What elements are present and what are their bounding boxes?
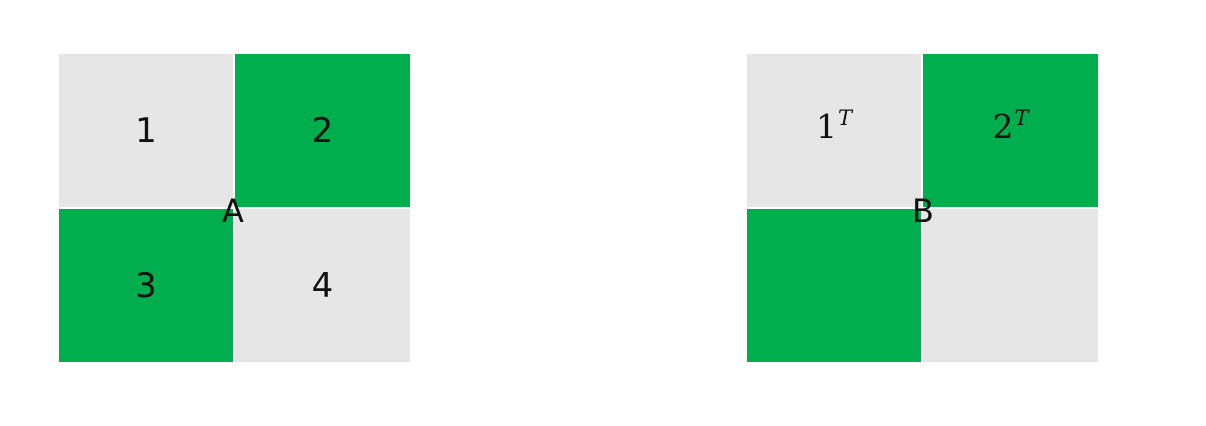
- matrix-b-block-3: [747, 209, 921, 362]
- matrix-a: 1 2 3 4: [59, 54, 410, 362]
- matrix-b-label: B: [912, 192, 934, 230]
- matrix-b-block-2: 2T: [923, 54, 1098, 207]
- transpose-superscript: T: [837, 106, 852, 130]
- matrix-a-label: A: [222, 192, 244, 230]
- matrix-b-block-2-base: 2: [992, 107, 1014, 146]
- matrix-a-block-3: 3: [59, 209, 233, 362]
- transpose-superscript: T: [1014, 106, 1029, 130]
- matrix-b-block-4: [923, 209, 1098, 362]
- matrix-b-block-2-label: 2T: [992, 106, 1029, 146]
- matrix-a-block-3-label: 3: [135, 265, 157, 306]
- matrix-a-block-4: 4: [235, 209, 410, 362]
- matrix-a-block-1: 1: [59, 54, 233, 207]
- matrix-b-block-1-base: 1: [815, 107, 837, 146]
- matrix-b-block-1-label: 1T: [815, 106, 852, 146]
- matrix-b: 1T 2T: [747, 54, 1098, 362]
- matrix-a-block-2-label: 2: [311, 110, 334, 151]
- matrix-b-block-1: 1T: [747, 54, 921, 207]
- matrix-a-block-2: 2: [235, 54, 410, 207]
- matrix-a-block-4-label: 4: [311, 265, 334, 306]
- matrix-a-block-1-label: 1: [135, 110, 157, 151]
